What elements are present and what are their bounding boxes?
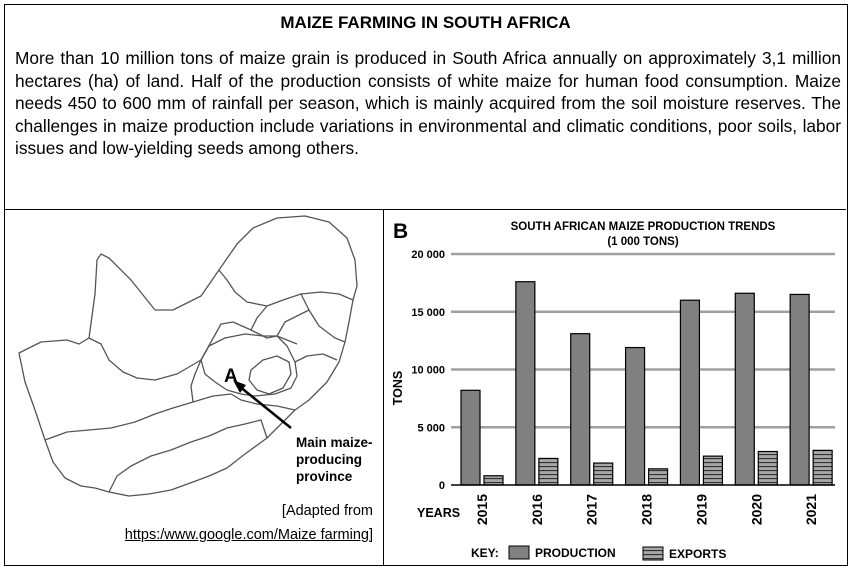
- exam-source-frame: MAIZE FARMING IN SOUTH AFRICA More than …: [4, 4, 848, 566]
- callout-line: province: [296, 469, 353, 484]
- bar-production-2020: [734, 292, 755, 486]
- y-tick-label: 10 000: [411, 365, 445, 377]
- bar-production-2018: [624, 346, 646, 486]
- bar-exports-2015: [483, 475, 504, 486]
- chart-subtitle: (1 000 TONS): [607, 236, 679, 248]
- bar-exports-2020: [757, 450, 778, 486]
- chart-panel: B SOUTH AFRICAN MAIZE PRODUCTION TRENDS (1…: [385, 210, 846, 565]
- callout-line: producing: [296, 452, 362, 467]
- legend-label-production: PRODUCTION: [535, 546, 616, 560]
- x-tick-label: 2019: [693, 494, 709, 525]
- chart-title: SOUTH AFRICAN MAIZE PRODUCTION TRENDS: [511, 221, 776, 233]
- bar-exports-2019: [702, 455, 724, 486]
- province-a-outline: [200, 333, 298, 397]
- map-marker-a: A: [224, 366, 238, 387]
- heading: MAIZE FARMING IN SOUTH AFRICA: [280, 13, 571, 32]
- text-box: MAIZE FARMING IN SOUTH AFRICA More than …: [5, 5, 846, 210]
- legend-swatch-production: [508, 545, 530, 560]
- legend-label-exports: EXPORTS: [669, 547, 726, 561]
- source-link[interactable]: https:/www.google.com/Maize farming]: [124, 527, 373, 543]
- country-outline: [18, 215, 358, 497]
- south-africa-map: [18, 215, 358, 497]
- x-tick-label: 2017: [584, 494, 600, 525]
- bar-production-2017: [570, 333, 591, 486]
- x-tick-label: 2016: [529, 494, 545, 525]
- enclave-outline: [248, 355, 292, 395]
- y-tick-label: 5 000: [417, 422, 445, 434]
- legend-key: KEY:: [471, 546, 499, 560]
- bar-production-2015: [460, 389, 481, 486]
- map-panel: A Main maize- producing province [Adapte…: [5, 210, 384, 565]
- y-tick-label: 0: [439, 480, 445, 492]
- bar-production-2016: [515, 281, 536, 486]
- bar-exports-2016: [538, 457, 559, 486]
- maize-production-chart: B SOUTH AFRICAN MAIZE PRODUCTION TRENDS (1…: [391, 220, 835, 561]
- map-callout: Main maize- producing province: [296, 434, 373, 485]
- bar-exports-2018: [647, 468, 669, 486]
- y-tick-label: 15 000: [411, 307, 445, 319]
- bar-production-2021: [789, 293, 810, 486]
- bar-exports-2021: [812, 449, 833, 486]
- x-tick-label: 2020: [748, 494, 764, 525]
- intro-paragraph: More than 10 million tons of maize grain…: [15, 48, 841, 158]
- y-axis-label: TONS: [391, 371, 405, 406]
- bar-exports-2017: [593, 462, 614, 486]
- x-tick-label: 2021: [803, 494, 819, 525]
- legend-swatch-exports: [642, 546, 664, 561]
- source-line-1: [Adapted from: [281, 503, 373, 519]
- x-tick-label: 2018: [639, 494, 655, 525]
- callout-line: Main maize-: [296, 435, 373, 450]
- x-axis-label: YEARS: [417, 506, 460, 520]
- x-tick-label: 2015: [474, 494, 490, 525]
- chart-panel-label: B: [393, 220, 408, 243]
- bar-production-2019: [679, 299, 701, 486]
- y-tick-label: 20 000: [411, 249, 445, 261]
